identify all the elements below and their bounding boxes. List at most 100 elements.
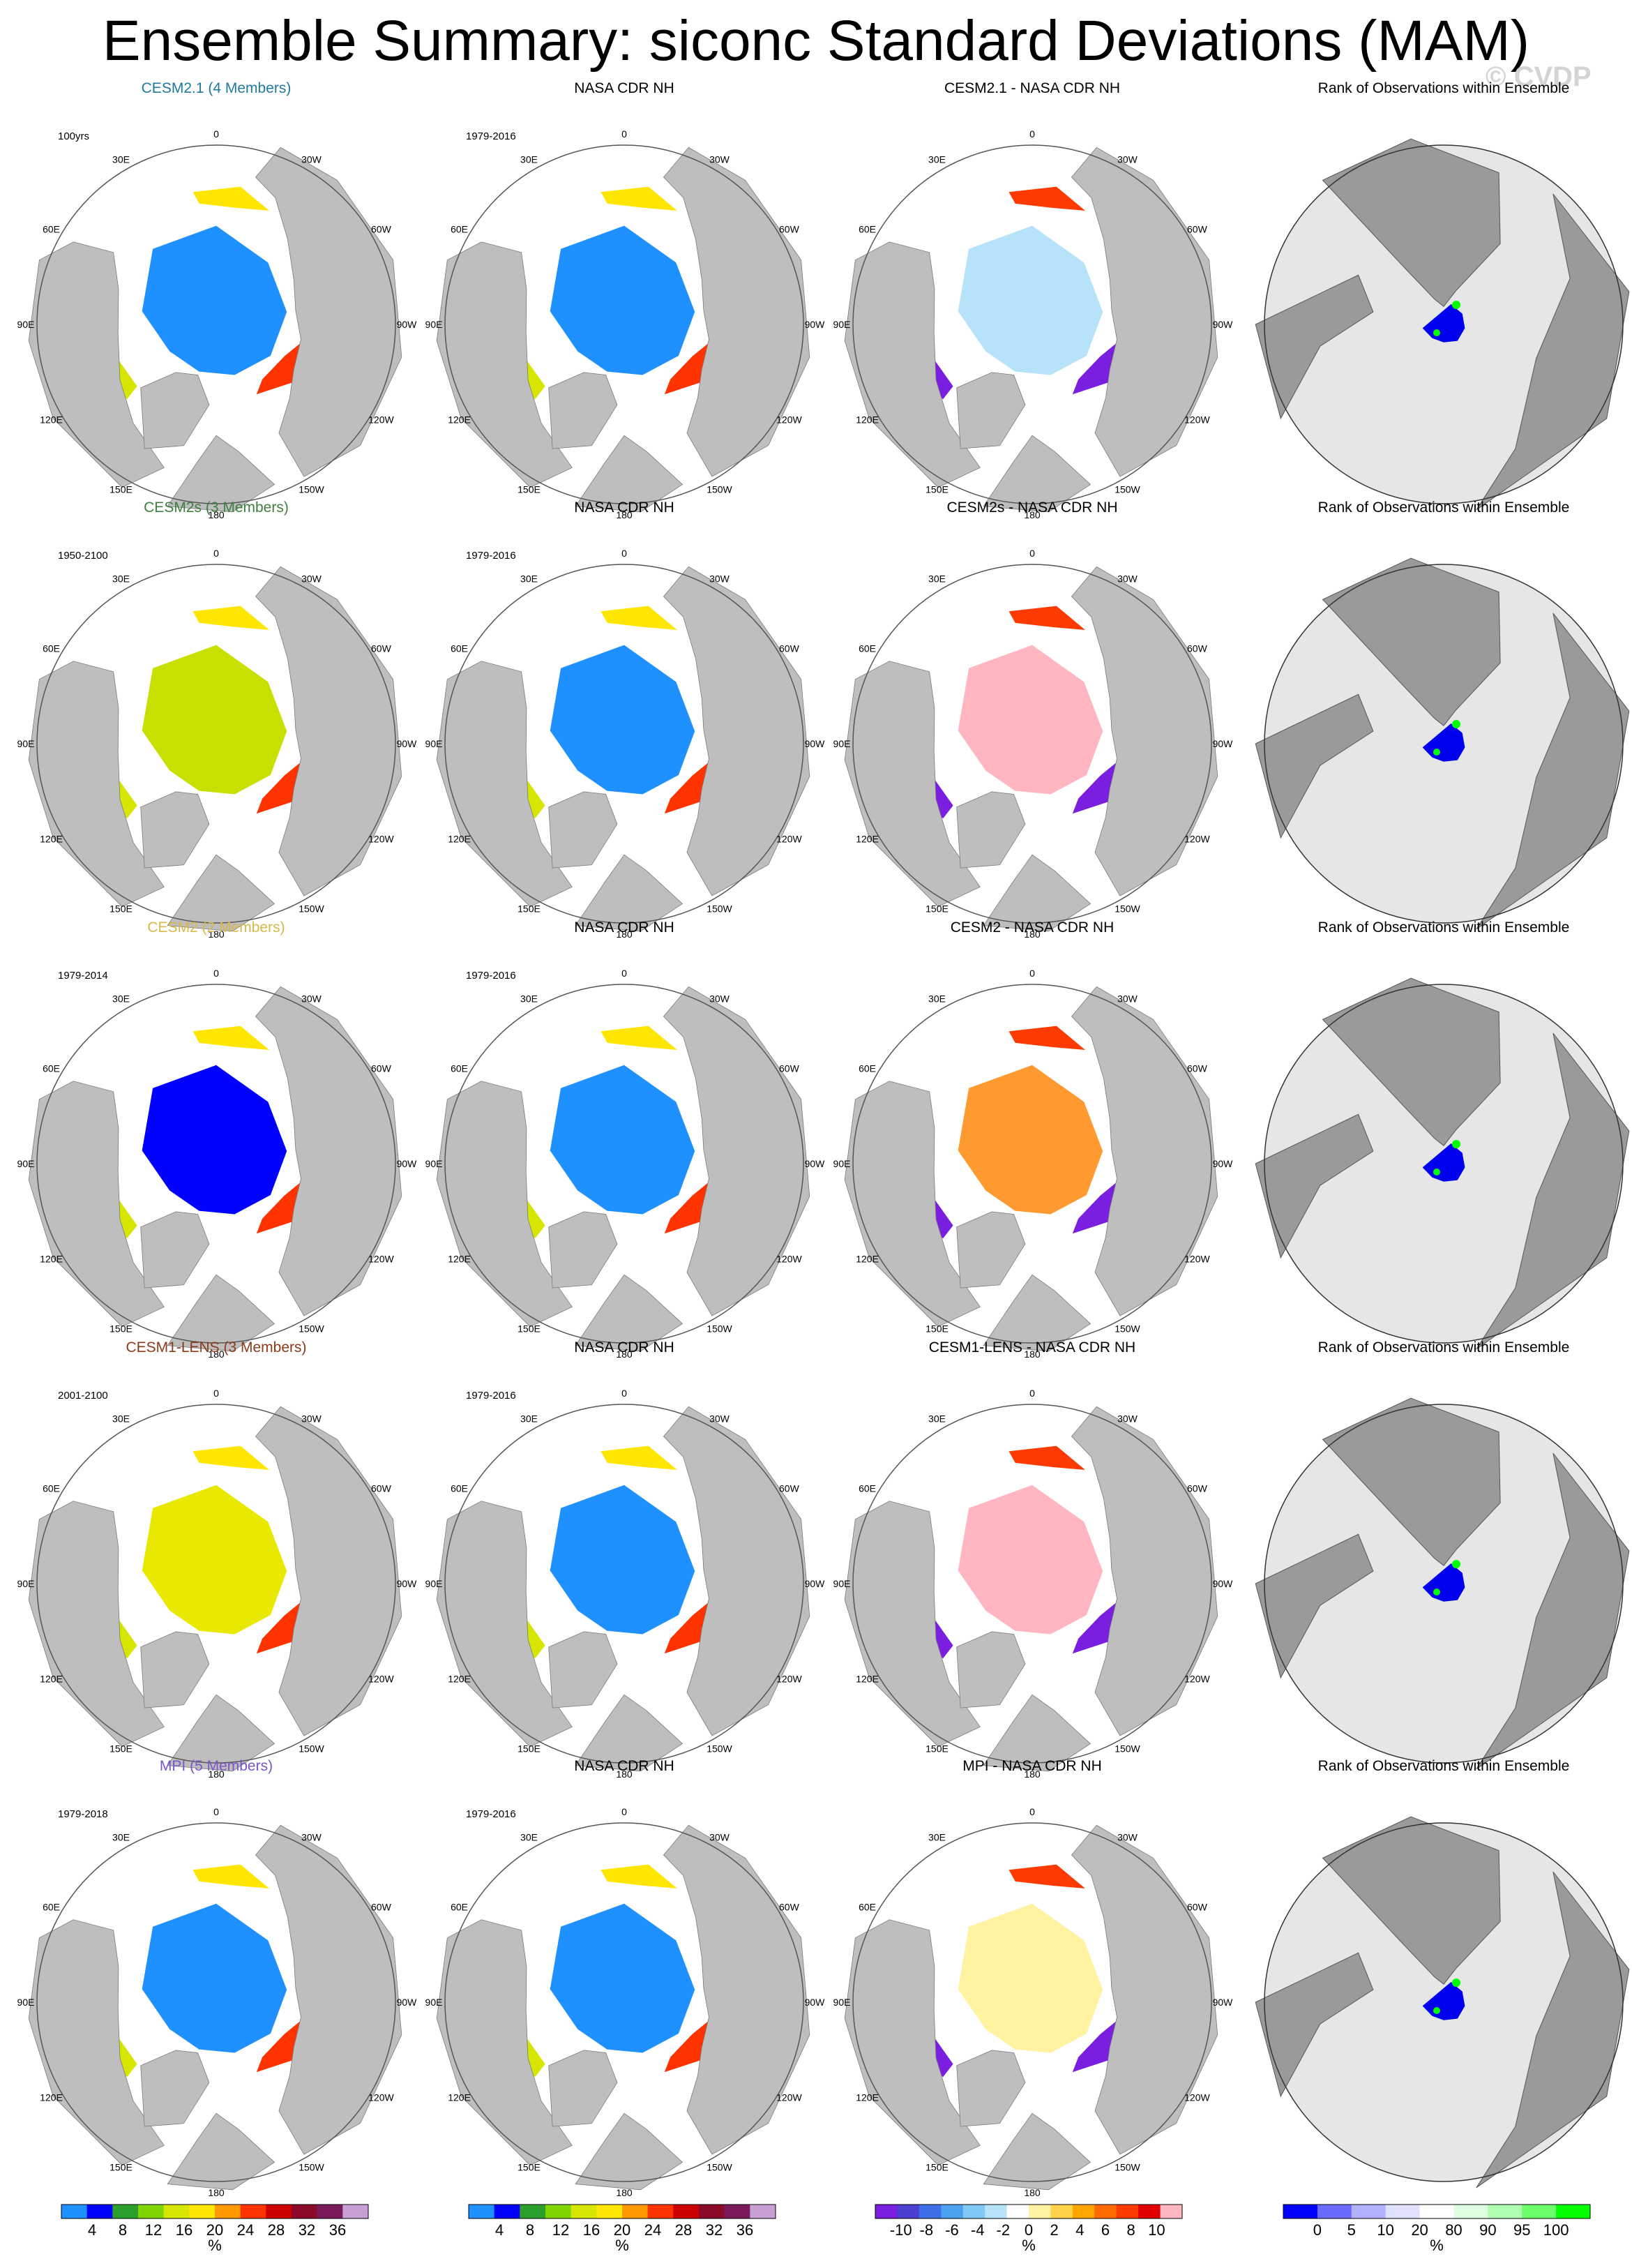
longitude-label: 180 — [616, 1768, 633, 1780]
colorbar-tick: -6 — [945, 2221, 959, 2239]
map-panel-obs: NASA CDR NH 1979-2016 180 150E 120E 90E 60E 30E… — [425, 1758, 826, 2198]
colorbar-swatch — [112, 2205, 139, 2218]
longitude-label: 120E — [448, 1674, 471, 1685]
colorbar-swatch — [750, 2205, 776, 2218]
map-panel-rank: Rank of Observations within Ensemble — [1255, 500, 1630, 930]
longitude-label: 30W — [1117, 154, 1138, 165]
colorbar-swatch — [1050, 2205, 1073, 2218]
longitude-label: 30W — [1117, 573, 1138, 585]
colorbar-tick: 16 — [176, 2221, 192, 2239]
colorbar-tick: 20 — [1411, 2221, 1428, 2239]
longitude-label: 90E — [425, 1158, 443, 1169]
colorbar: 4 8 12 16 20 24 28 32 36% — [61, 2204, 369, 2254]
longitude-label: 120W — [1184, 1254, 1210, 1265]
colorbar-tick: 32 — [299, 2221, 315, 2239]
panel-title: MPI - NASA CDR NH — [962, 1758, 1102, 1774]
colorbar-tick: 12 — [552, 2221, 569, 2239]
colorbar-swatch — [240, 2205, 266, 2218]
colorbar-swatch — [317, 2205, 343, 2218]
longitude-label: 180 — [616, 1349, 633, 1360]
longitude-label: 30W — [1117, 1832, 1138, 1843]
longitude-label: 60E — [43, 643, 60, 654]
map-panel-model: MPI (5 Members) 1979-2018 180 150E 120E 90E 60… — [17, 1758, 418, 2198]
colorbar-tick: 4 — [495, 2221, 504, 2239]
colorbar-swatch — [985, 2205, 1008, 2218]
colorbar: 4 8 12 16 20 24 28 32 36% — [468, 2204, 776, 2254]
colorbar-swatch — [724, 2205, 750, 2218]
longitude-label: 30E — [520, 1413, 538, 1425]
panel-title: Rank of Observations within Ensemble — [1318, 80, 1570, 96]
longitude-label: 120E — [40, 1254, 63, 1265]
longitude-label: 120W — [368, 414, 394, 426]
colorbar-swatch — [1072, 2205, 1095, 2218]
longitude-label: 60E — [859, 1063, 876, 1074]
longitude-label: 0 — [213, 1388, 219, 1399]
panel-title: NASA CDR NH — [574, 1758, 674, 1774]
colorbar-swatch — [673, 2205, 700, 2218]
longitude-label: 30E — [112, 993, 130, 1005]
longitude-label: 90E — [17, 1158, 35, 1169]
longitude-label: 30W — [301, 573, 322, 585]
longitude-label: 150W — [299, 903, 324, 914]
map-panel-obs: NASA CDR NH 1979-2016 180 150E 120E 90E 60E 30E… — [425, 1339, 826, 1780]
longitude-label: 30E — [112, 573, 130, 585]
colorbar-swatch — [545, 2205, 572, 2218]
longitude-label: 180 — [616, 509, 633, 520]
longitude-label: 150W — [299, 1323, 324, 1334]
map-panel-model: CESM1-LENS (3 Members) 2001-2100 180 150E 12… — [17, 1339, 418, 1780]
longitude-label: 60E — [451, 1902, 468, 1913]
colorbar-swatch — [342, 2205, 369, 2218]
longitude-label: 90E — [425, 738, 443, 749]
longitude-label: 90W — [805, 1158, 826, 1169]
colorbar-tick: 20 — [614, 2221, 630, 2239]
longitude-label: 60W — [779, 224, 800, 235]
longitude-label: 30E — [928, 1413, 946, 1425]
colorbar-tick: -4 — [971, 2221, 985, 2239]
longitude-label: 30E — [928, 573, 946, 585]
panel-title: MPI (5 Members) — [160, 1758, 273, 1774]
colorbar-swatch — [189, 2205, 216, 2218]
colorbar-swatch — [266, 2205, 292, 2218]
colorbar-swatch — [1488, 2205, 1523, 2218]
figure-title: Ensemble Summary: siconc Standard Deviat… — [102, 9, 1530, 73]
map-panel-diff: CESM2 - NASA CDR NH180150E120E90E60E30E0… — [833, 919, 1234, 1360]
longitude-label: 60E — [43, 1902, 60, 1913]
longitude-label: 30W — [709, 1832, 730, 1843]
longitude-label: 0 — [621, 1388, 627, 1399]
longitude-label: 30W — [301, 993, 322, 1005]
longitude-label: 90E — [425, 1578, 443, 1589]
longitude-label: 120E — [856, 414, 879, 426]
watermark: © CVDP — [1486, 61, 1592, 92]
longitude-label: 90E — [833, 319, 851, 330]
longitude-label: 30W — [301, 1832, 322, 1843]
longitude-label: 60E — [451, 224, 468, 235]
colorbar-swatch — [1116, 2205, 1139, 2218]
longitude-label: 60E — [451, 643, 468, 654]
longitude-label: 60W — [779, 643, 800, 654]
longitude-label: 30W — [709, 154, 730, 165]
colorbar-tick: 95 — [1513, 2221, 1530, 2239]
longitude-label: 90W — [397, 738, 418, 749]
colorbar-tick: 24 — [237, 2221, 254, 2239]
colorbar-tick: 2 — [1050, 2221, 1059, 2239]
longitude-label: 150E — [517, 1743, 541, 1754]
colorbar-swatch — [61, 2205, 88, 2218]
longitude-label: 180 — [208, 2187, 225, 2198]
longitude-label: 60E — [43, 1483, 60, 1494]
longitude-label: 180 — [208, 1768, 225, 1780]
longitude-label: 60W — [1187, 224, 1208, 235]
longitude-label: 120E — [448, 414, 471, 426]
longitude-label: 90E — [833, 738, 851, 749]
colorbar-swatch — [520, 2205, 546, 2218]
longitude-label: 0 — [213, 1806, 219, 1817]
longitude-label: 90W — [1213, 319, 1234, 330]
longitude-label: 150E — [109, 483, 133, 495]
colorbar-swatch — [1419, 2205, 1454, 2218]
colorbar-tick: 6 — [1101, 2221, 1110, 2239]
longitude-label: 150E — [109, 1743, 133, 1754]
longitude-label: 180 — [208, 1349, 225, 1360]
longitude-label: 120W — [1184, 834, 1210, 845]
colorbar-swatch — [962, 2205, 985, 2218]
colorbar-swatch — [1006, 2205, 1029, 2218]
